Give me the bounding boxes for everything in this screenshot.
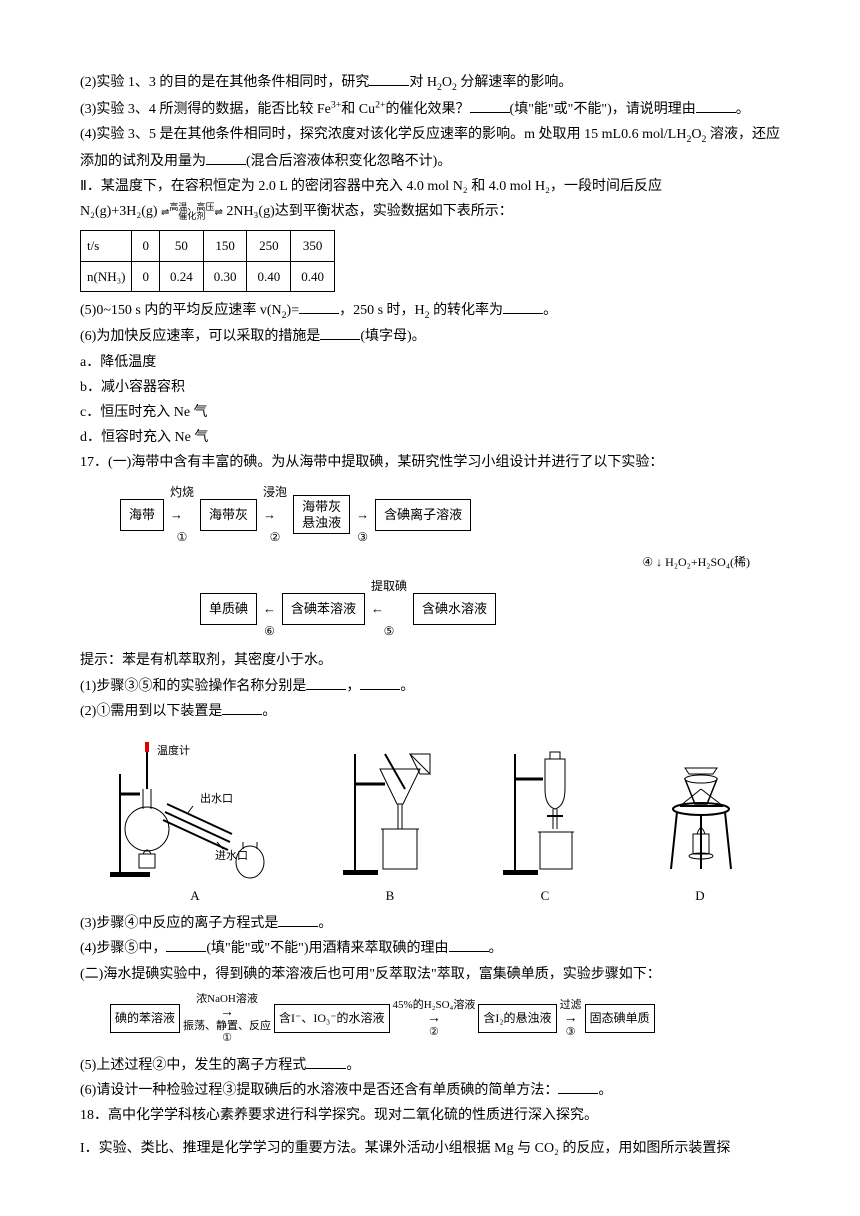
q18-text: 18．高中化学学科核心素养要求进行科学探究。现对二氧化硫的性质进行深入探究。 — [80, 1103, 780, 1128]
opt-b: b．减小容器容积 — [80, 375, 780, 400]
svg-text:出水口: 出水口 — [200, 791, 233, 805]
cell: 50 — [159, 231, 203, 261]
q2-text: (2)实验 1、3 的目的是在其他条件相同时，研究对 H2O2 分解速率的影响。 — [80, 70, 780, 96]
flow-box: 海带灰悬浊液 — [293, 495, 350, 534]
hint-text: 提示：苯是有机萃取剂，其密度小于水。 — [80, 648, 780, 673]
cell: 150 — [203, 231, 247, 261]
q17-ii: (二)海水提碘实验中，得到碘的苯溶液后也可用"反萃取法"萃取，富集碘单质，实验步… — [80, 962, 780, 987]
q6-text: (6)为加快反应速率，可以采取的措施是(填字母)。 — [80, 324, 780, 349]
cell: t/s — [81, 231, 132, 261]
q17-2: (2)①需用到以下装置是。 — [80, 699, 780, 724]
table-row: t/s 0 50 150 250 350 — [81, 231, 335, 261]
flow-box: 海带灰 — [200, 499, 257, 530]
apparatus-a: 温度计 出水口 进水口 A — [105, 734, 285, 907]
opt-a: a．降低温度 — [80, 350, 780, 375]
apparatus-b: B — [335, 734, 445, 907]
flow-box: 含I₂的悬浊液 — [478, 1004, 556, 1034]
svg-text:进水口: 进水口 — [215, 849, 248, 862]
part2-intro: Ⅱ．某温度下，在容积恒定为 2.0 L 的密闭容器中充入 4.0 mol N₂ … — [80, 174, 780, 199]
apparatus-row: 温度计 出水口 进水口 A — [80, 734, 780, 907]
flow-box: 含I⁻、IO₃⁻的水溶液 — [274, 1004, 390, 1034]
cell: 0.30 — [203, 261, 247, 291]
equation-line: N₂(g)+3H₂(g) ⇌高温、高压催化剂⇌ 2NH₃(g)达到平衡状态，实验… — [80, 199, 780, 224]
q17-1: (1)步骤③⑤和的实验操作名称分别是，。 — [80, 674, 780, 699]
cell: 0.40 — [247, 261, 291, 291]
cell: 0.24 — [159, 261, 203, 291]
cell: n(NH₃) — [81, 261, 132, 291]
cell: 250 — [247, 231, 291, 261]
flow-box: 碘的苯溶液 — [110, 1004, 180, 1034]
flow-box: 固态碘单质 — [585, 1004, 655, 1034]
svg-text:温度计: 温度计 — [157, 743, 190, 757]
q3-text: (3)实验 3、4 所测得的数据，能否比较 Fe3+和 Cu2+的催化效果？(填… — [80, 96, 780, 122]
apparatus-d: D — [645, 734, 755, 907]
q18-I: I．实验、类比、推理是化学学习的重要方法。某课外活动小组根据 Mg 与 CO₂ … — [80, 1136, 780, 1161]
opt-d: d．恒容时充入 Ne 气 — [80, 425, 780, 450]
q17-5: (5)上述过程②中，发生的离子方程式。 — [80, 1053, 780, 1078]
q17-3: (3)步骤④中反应的离子方程式是。 — [80, 911, 780, 936]
opt-c: c．恒压时充入 Ne 气 — [80, 400, 780, 425]
cell: 0.40 — [291, 261, 335, 291]
cell: 0 — [132, 231, 160, 261]
flow-box: 海带 — [120, 499, 164, 530]
q17-intro: 17．(一)海带中含有丰富的碘。为从海带中提取碘，某研究性学习小组设计并进行了以… — [80, 450, 780, 475]
q17-4: (4)步骤⑤中，(填"能"或"不能")用酒精来萃取碘的理由。 — [80, 936, 780, 961]
flow-box: 含碘水溶液 — [413, 593, 496, 624]
flow-box: 单质碘 — [200, 593, 257, 624]
cell: 350 — [291, 231, 335, 261]
q4-text: (4)实验 3、5 是在其他条件相同时，探究浓度对该化学反应速率的影响。m 处取… — [80, 122, 780, 174]
flowchart-reverse-extraction: 碘的苯溶液 浓NaOH溶液 → 振荡、静置、反应 ① 含I⁻、IO₃⁻的水溶液 … — [110, 993, 780, 1045]
q5-text: (5)0~150 s 内的平均反应速率 v(N2)=，250 s 时，H2 的转… — [80, 298, 780, 324]
flowchart-iodine-extraction: 海带 灼烧→① 海带灰 浸泡→② 海带灰悬浊液 →③ 含碘离子溶液 ④ ↓ H₂… — [120, 482, 780, 643]
apparatus-c: C — [495, 734, 595, 907]
flow-box: 含碘离子溶液 — [375, 499, 471, 530]
table-row: n(NH₃) 0 0.24 0.30 0.40 0.40 — [81, 261, 335, 291]
cell: 0 — [132, 261, 160, 291]
flow-box: 含碘苯溶液 — [282, 593, 365, 624]
q17-6: (6)请设计一种检验过程③提取碘后的水溶液中是否还含有单质碘的简单方法：。 — [80, 1078, 780, 1103]
nh3-data-table: t/s 0 50 150 250 350 n(NH₃) 0 0.24 0.30 … — [80, 230, 335, 292]
